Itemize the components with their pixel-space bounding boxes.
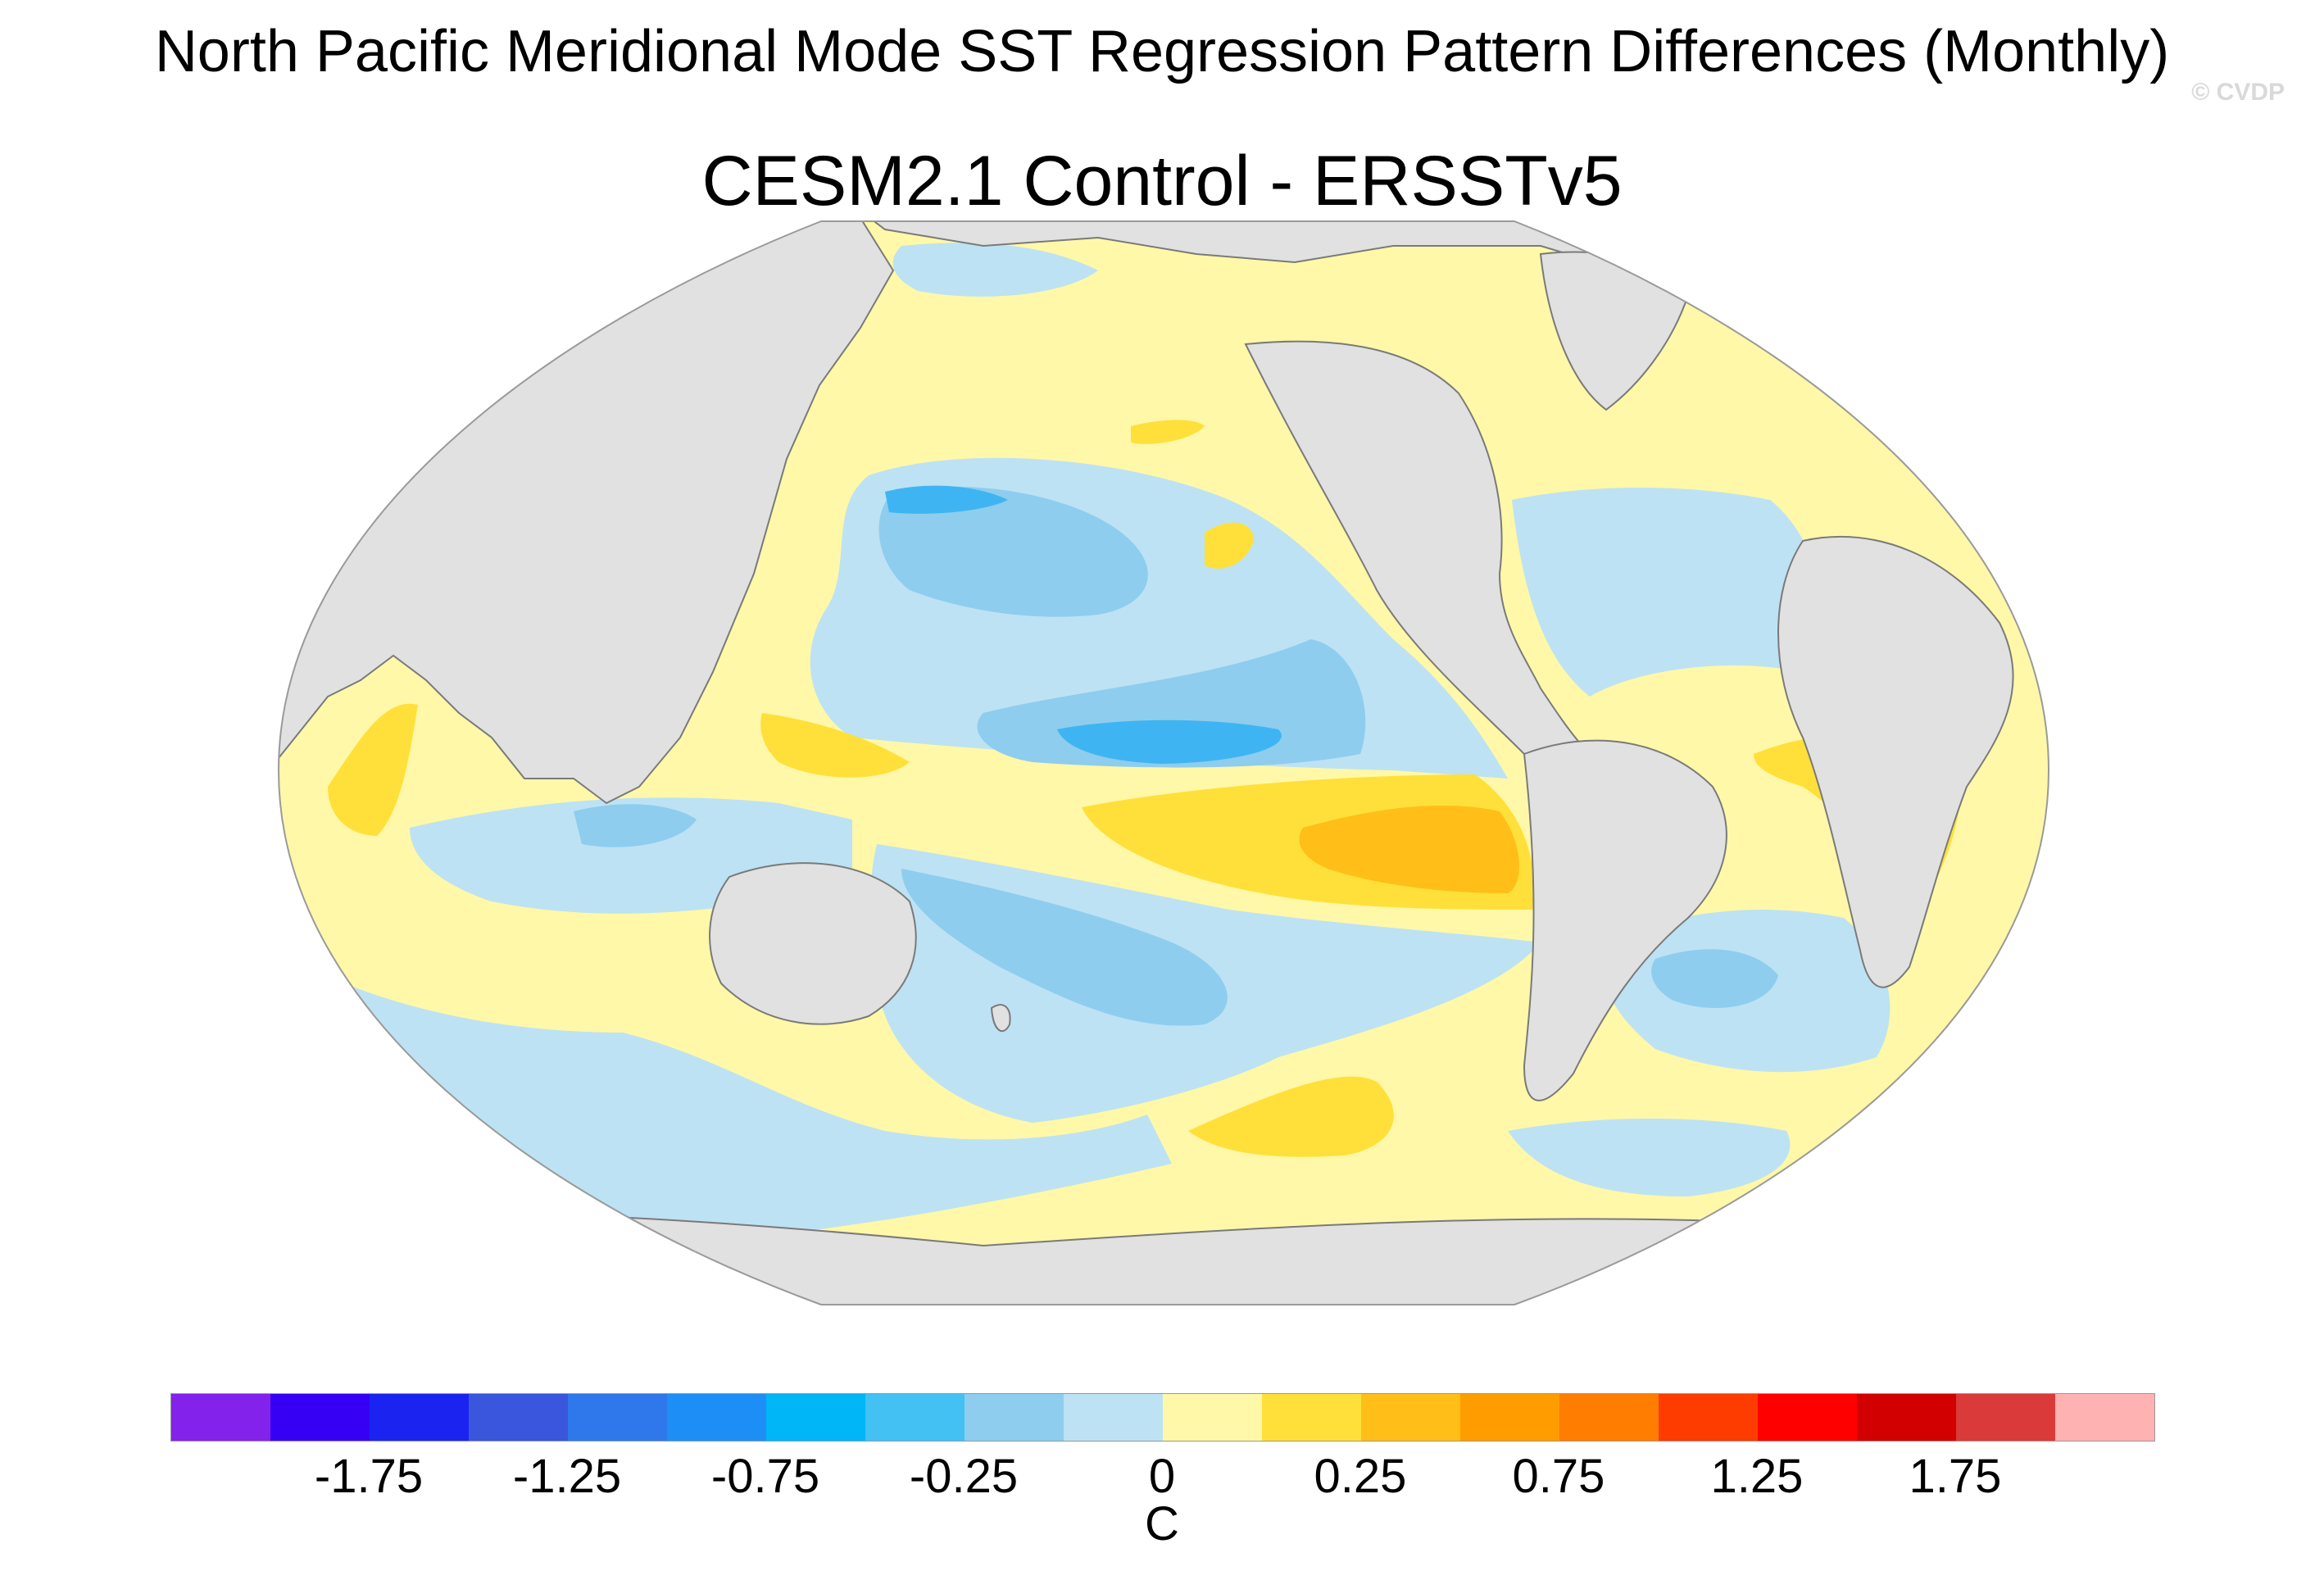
north-pacific-moderate-negative — [878, 486, 1148, 617]
cvdp-watermark: © CVDP — [2191, 79, 2285, 106]
colorbar-cell-4 — [568, 1394, 667, 1441]
arctic-negative-patch — [892, 243, 1098, 297]
colorbar-tick-label: 1.75 — [1909, 1450, 2002, 1503]
north-pacific-east-positive — [1205, 522, 1254, 569]
sst-map — [277, 220, 2050, 1305]
gulf-of-alaska-positive — [1131, 420, 1205, 444]
colorbar-units: C — [1145, 1497, 1179, 1551]
colorbar-cell-16 — [1758, 1394, 1857, 1441]
kuroshio-strong-negative — [885, 485, 1008, 514]
colorbar-cell-13 — [1460, 1394, 1559, 1441]
colorbar-cell-3 — [469, 1394, 568, 1441]
nino-strong-positive — [1299, 805, 1519, 893]
north-america-land — [1244, 340, 1592, 755]
colorbar-tick-label: -1.25 — [512, 1450, 622, 1503]
south-pacific-positive — [1188, 1076, 1394, 1157]
colorbar-tick-label: 0.75 — [1512, 1450, 1605, 1503]
colorbar-cell-17 — [1857, 1394, 1956, 1441]
colorbar-cell-8 — [965, 1394, 1064, 1441]
colorbar-cell-2 — [370, 1394, 469, 1441]
colorbar-tick-label: 0.25 — [1314, 1450, 1407, 1503]
colorbar-cell-7 — [865, 1394, 965, 1441]
map-content — [279, 221, 2049, 1305]
arabian-sea-positive — [328, 703, 418, 836]
colorbar-cell-0 — [171, 1394, 270, 1441]
colorbar-cell-1 — [270, 1394, 370, 1441]
africa-land — [1777, 535, 2014, 988]
western-pacific-positive — [760, 713, 910, 778]
colorbar-cell-12 — [1361, 1394, 1460, 1441]
far-south-atlantic-negative-region — [1508, 1119, 1791, 1196]
colorbar-tick-label: -0.25 — [909, 1450, 1019, 1503]
maritime-moderate-negative — [574, 804, 697, 847]
north-atlantic-negative-region — [1512, 488, 1822, 697]
colorbar-cell-11 — [1262, 1394, 1361, 1441]
colorbar-tick-label: 0 — [1148, 1450, 1176, 1503]
colorbar-cell-14 — [1559, 1394, 1659, 1441]
arctic-land — [850, 221, 2049, 272]
colorbar-cell-9 — [1064, 1394, 1163, 1441]
south-atlantic-moderate-negative — [1651, 949, 1778, 1008]
panel-subtitle: CESM2.1 Control - ERSSTv5 — [701, 142, 1623, 220]
new-zealand-land — [990, 1004, 1011, 1033]
central-pacific-strong-negative — [1057, 720, 1282, 764]
colorbar-cell-15 — [1659, 1394, 1758, 1441]
globe-outline — [277, 220, 2050, 1305]
colorbar-tick-label: 1.25 — [1710, 1450, 1804, 1503]
colorbar-tick-label: -0.75 — [710, 1450, 820, 1503]
colorbar-tick-label: -1.75 — [314, 1450, 424, 1503]
south-pacific-moderate-negative — [901, 869, 1228, 1026]
figure-title: North Pacific Meridional Mode SST Regres… — [154, 19, 2170, 84]
colorbar-cell-6 — [766, 1394, 865, 1441]
australia-land — [709, 862, 917, 1025]
colorbar-cell-10 — [1163, 1394, 1262, 1441]
south-america-land — [1523, 739, 1727, 1101]
colorbar-cell-18 — [1956, 1394, 2055, 1441]
colorbar-cell-5 — [667, 1394, 766, 1441]
colorbar — [170, 1393, 2155, 1442]
colorbar-cell-19 — [2055, 1394, 2154, 1441]
